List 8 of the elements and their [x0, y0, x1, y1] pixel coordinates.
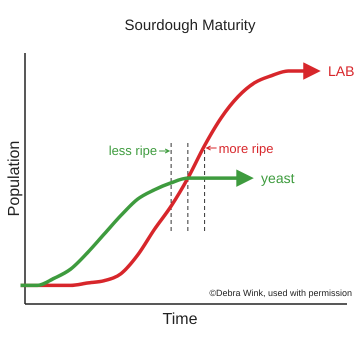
y-axis-title: Population [6, 140, 23, 216]
x-axis-title: Time [162, 311, 198, 328]
series-label: LAB [328, 63, 354, 79]
chart-title: Sourdough Maturity [124, 17, 256, 34]
annotation: less ripe [108, 143, 158, 158]
series-label: yeast [261, 170, 295, 186]
annotation: ©Debra Wink, used with permission [209, 288, 352, 298]
annotation: more ripe [218, 141, 274, 156]
